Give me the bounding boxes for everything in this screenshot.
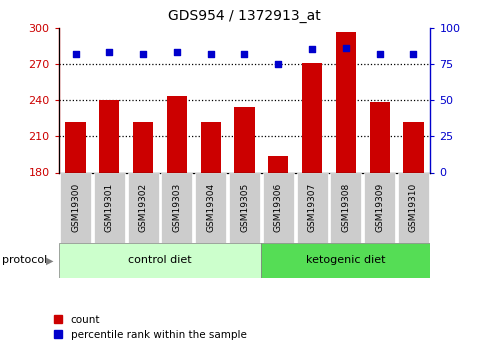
- Text: ketogenic diet: ketogenic diet: [305, 256, 385, 265]
- Point: [408, 51, 416, 57]
- Point: [274, 61, 282, 67]
- Bar: [133, 122, 153, 172]
- Text: GSM19300: GSM19300: [71, 183, 80, 233]
- Bar: [195, 173, 226, 243]
- Bar: [335, 32, 355, 173]
- Bar: [403, 122, 423, 172]
- Bar: [369, 102, 389, 172]
- Bar: [200, 122, 221, 172]
- Point: [206, 51, 214, 57]
- Point: [173, 49, 181, 55]
- Text: GSM19301: GSM19301: [104, 183, 114, 233]
- Legend: count, percentile rank within the sample: count, percentile rank within the sample: [54, 315, 246, 340]
- Text: GSM19304: GSM19304: [206, 183, 215, 233]
- Point: [105, 49, 113, 55]
- Bar: [59, 243, 261, 278]
- Bar: [301, 63, 322, 172]
- Text: GSM19310: GSM19310: [408, 183, 417, 233]
- Bar: [94, 173, 124, 243]
- Text: GSM19307: GSM19307: [307, 183, 316, 233]
- Text: protocol: protocol: [2, 256, 48, 265]
- Bar: [364, 173, 394, 243]
- Text: GDS954 / 1372913_at: GDS954 / 1372913_at: [168, 9, 320, 23]
- Bar: [296, 173, 327, 243]
- Text: control diet: control diet: [128, 256, 191, 265]
- Bar: [65, 122, 85, 172]
- Bar: [397, 173, 428, 243]
- Point: [139, 51, 147, 57]
- Text: GSM19306: GSM19306: [273, 183, 282, 233]
- Point: [72, 51, 80, 57]
- Point: [307, 47, 315, 52]
- Text: GSM19305: GSM19305: [240, 183, 248, 233]
- Point: [240, 51, 248, 57]
- Bar: [161, 173, 192, 243]
- Text: ▶: ▶: [46, 256, 54, 265]
- Bar: [228, 173, 260, 243]
- Point: [341, 45, 349, 51]
- Bar: [127, 173, 159, 243]
- Bar: [234, 107, 254, 172]
- Text: GSM19308: GSM19308: [341, 183, 349, 233]
- Bar: [99, 100, 119, 172]
- Bar: [166, 96, 187, 172]
- Bar: [261, 243, 429, 278]
- Text: GSM19303: GSM19303: [172, 183, 181, 233]
- Bar: [267, 156, 288, 172]
- Text: GSM19309: GSM19309: [374, 183, 384, 233]
- Text: GSM19302: GSM19302: [139, 183, 147, 233]
- Point: [375, 51, 383, 57]
- Bar: [262, 173, 293, 243]
- Bar: [60, 173, 91, 243]
- Bar: [329, 173, 361, 243]
